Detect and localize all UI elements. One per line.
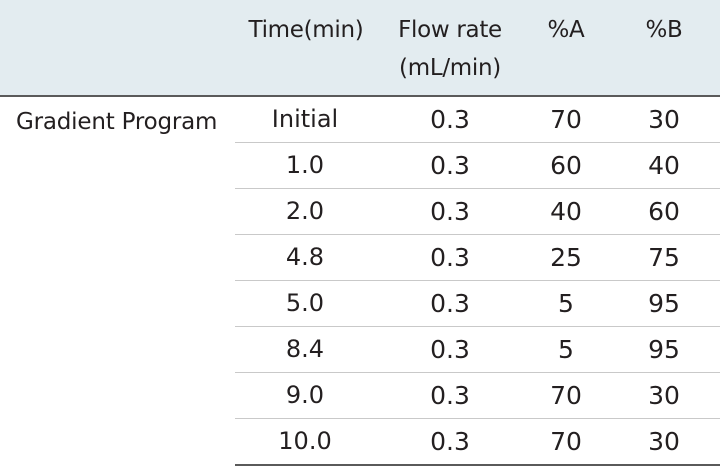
cell-percent-b: 40	[648, 151, 680, 180]
table-body: Initial 0.3 70 30 1.0 0.3 60 40 2.0 0.3 …	[235, 97, 720, 466]
cell-flow-rate: 0.3	[430, 289, 470, 318]
cell-time: 5.0	[285, 289, 325, 317]
header-percent-a: %A	[547, 17, 585, 43]
cell-time: 1.0	[285, 151, 325, 179]
header-flow-rate: Flow rate (mL/min)	[380, 11, 520, 87]
cell-time: 2.0	[285, 197, 325, 225]
table-row: 5.0 0.3 5 95	[235, 281, 720, 327]
header-flow-rate-line1: Flow rate	[398, 17, 502, 43]
cell-flow-rate: 0.3	[430, 243, 470, 272]
cell-percent-a: 5	[558, 335, 574, 364]
header-percent-b: %B	[645, 17, 683, 43]
cell-percent-b: 95	[648, 289, 680, 318]
table-row: Initial 0.3 70 30	[235, 97, 720, 143]
cell-flow-rate: 0.3	[430, 381, 470, 410]
cell-percent-b: 30	[648, 105, 680, 134]
cell-percent-b: 75	[648, 243, 680, 272]
cell-flow-rate: 0.3	[430, 151, 470, 180]
cell-percent-b: 60	[648, 197, 680, 226]
cell-percent-a: 70	[550, 105, 582, 134]
cell-percent-a: 25	[550, 243, 582, 272]
table-row: 4.8 0.3 25 75	[235, 235, 720, 281]
cell-percent-a: 5	[558, 289, 574, 318]
cell-flow-rate: 0.3	[430, 197, 470, 226]
cell-percent-b: 95	[648, 335, 680, 364]
cell-percent-a: 60	[550, 151, 582, 180]
cell-time: 10.0	[278, 427, 332, 455]
cell-time: Initial	[271, 105, 339, 133]
cell-flow-rate: 0.3	[430, 105, 470, 134]
cell-time: 4.8	[285, 243, 325, 271]
table-row: 8.4 0.3 5 95	[235, 327, 720, 373]
cell-flow-rate: 0.3	[430, 335, 470, 364]
cell-flow-rate: 0.3	[430, 427, 470, 456]
header-time: Time(min)	[248, 17, 364, 43]
table-row: 2.0 0.3 40 60	[235, 189, 720, 235]
cell-percent-b: 30	[648, 427, 680, 456]
section-label: Gradient Program	[16, 109, 218, 135]
cell-time: 9.0	[285, 381, 325, 409]
table-row: 1.0 0.3 60 40	[235, 143, 720, 189]
cell-percent-a: 70	[550, 381, 582, 410]
table-row: 9.0 0.3 70 30	[235, 373, 720, 419]
cell-percent-a: 70	[550, 427, 582, 456]
cell-percent-a: 40	[550, 197, 582, 226]
table-header: Time(min) Flow rate (mL/min) %A %B	[0, 0, 720, 97]
table-row: 10.0 0.3 70 30	[235, 419, 720, 466]
header-flow-rate-line2: (mL/min)	[399, 55, 501, 81]
cell-time: 8.4	[285, 335, 325, 363]
cell-percent-b: 30	[648, 381, 680, 410]
